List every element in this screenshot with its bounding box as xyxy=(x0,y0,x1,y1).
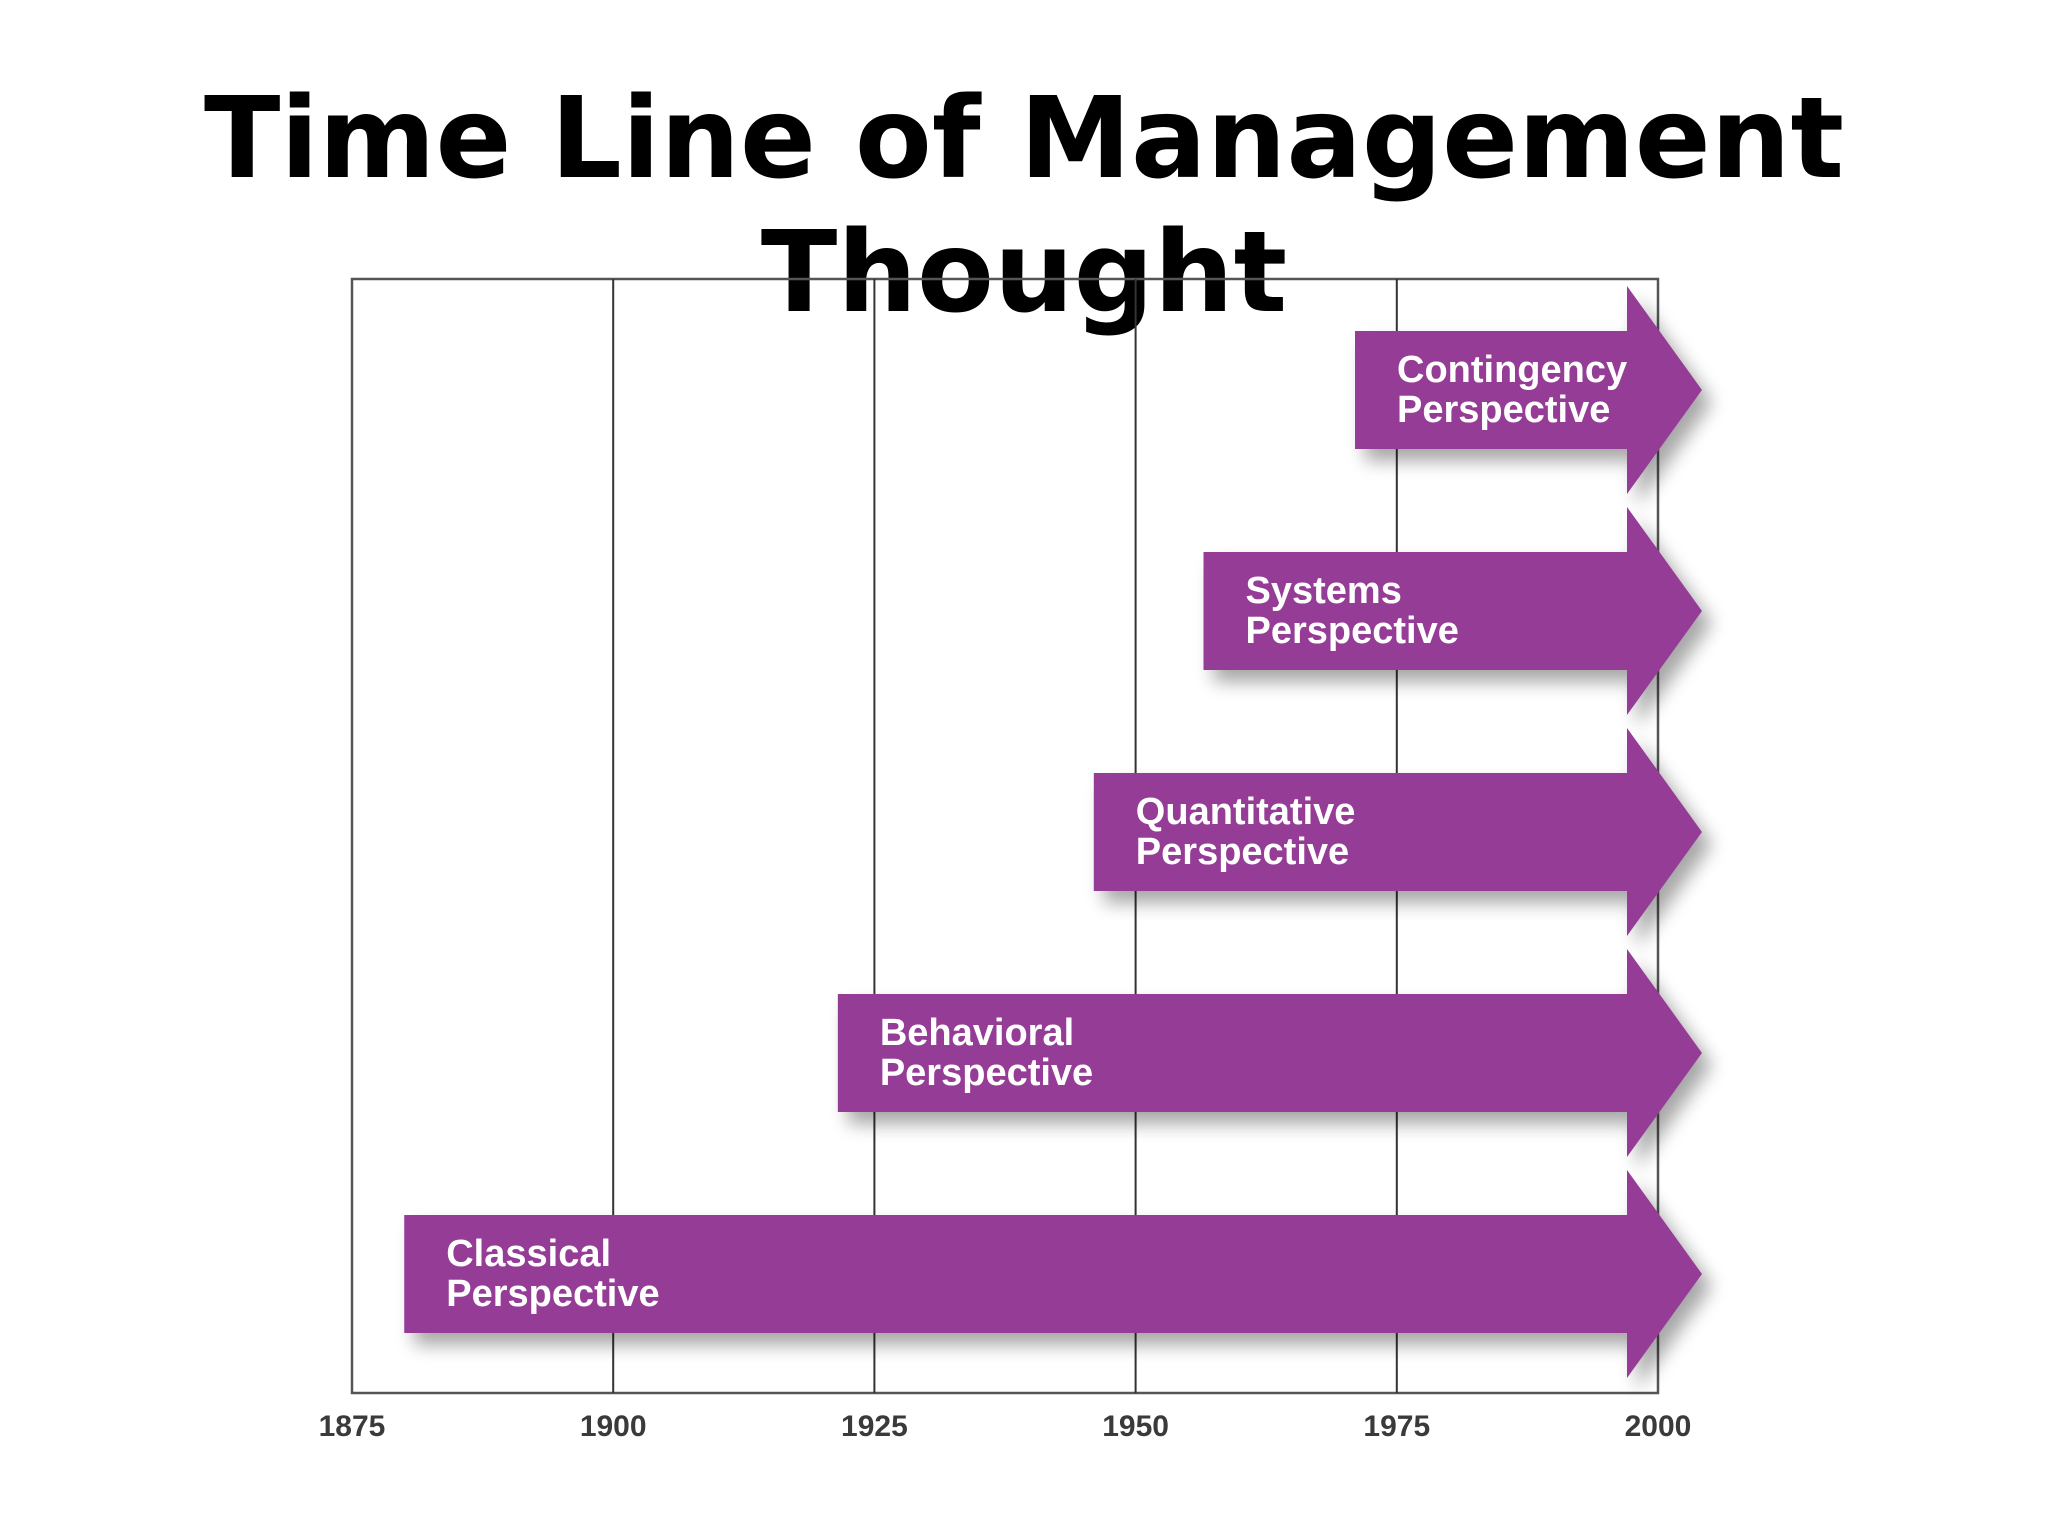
tick-label-1950: 1950 xyxy=(1102,1410,1169,1443)
arrow-shape xyxy=(1203,507,1702,715)
tick-label-1875: 1875 xyxy=(319,1410,386,1443)
tick-label-1975: 1975 xyxy=(1363,1410,1430,1443)
arrow-shape xyxy=(404,1170,1702,1378)
arrow-label-line1: Contingency xyxy=(1397,349,1627,391)
tick-label-1925: 1925 xyxy=(841,1410,908,1443)
arrow-label-line1: Systems xyxy=(1246,570,1402,612)
arrow-layer: ContingencyPerspectiveSystemsPerspective… xyxy=(404,286,1702,1378)
tick-label-layer: 1875 1900 1925 1950 1975 2000 xyxy=(319,1410,1692,1443)
arrow-label-line1: Quantitative xyxy=(1136,791,1356,833)
tick-label-2000: 2000 xyxy=(1625,1410,1692,1443)
arrow-shape xyxy=(1093,728,1702,936)
tick-label-1900: 1900 xyxy=(580,1410,647,1443)
arrow-label-line2: Perspective xyxy=(1136,831,1349,873)
arrow-label-line2: Perspective xyxy=(1397,389,1610,431)
arrow-label-line2: Perspective xyxy=(880,1052,1093,1094)
slide-title: Time Line of Management Thought xyxy=(204,74,1844,339)
arrow-label-line2: Perspective xyxy=(1246,610,1459,652)
arrow-label-line1: Classical xyxy=(446,1233,611,1275)
arrow-shape xyxy=(837,949,1702,1157)
arrow-shape xyxy=(1355,286,1702,494)
arrow-label-line1: Behavioral xyxy=(880,1012,1074,1054)
arrow-label-line2: Perspective xyxy=(446,1273,659,1315)
